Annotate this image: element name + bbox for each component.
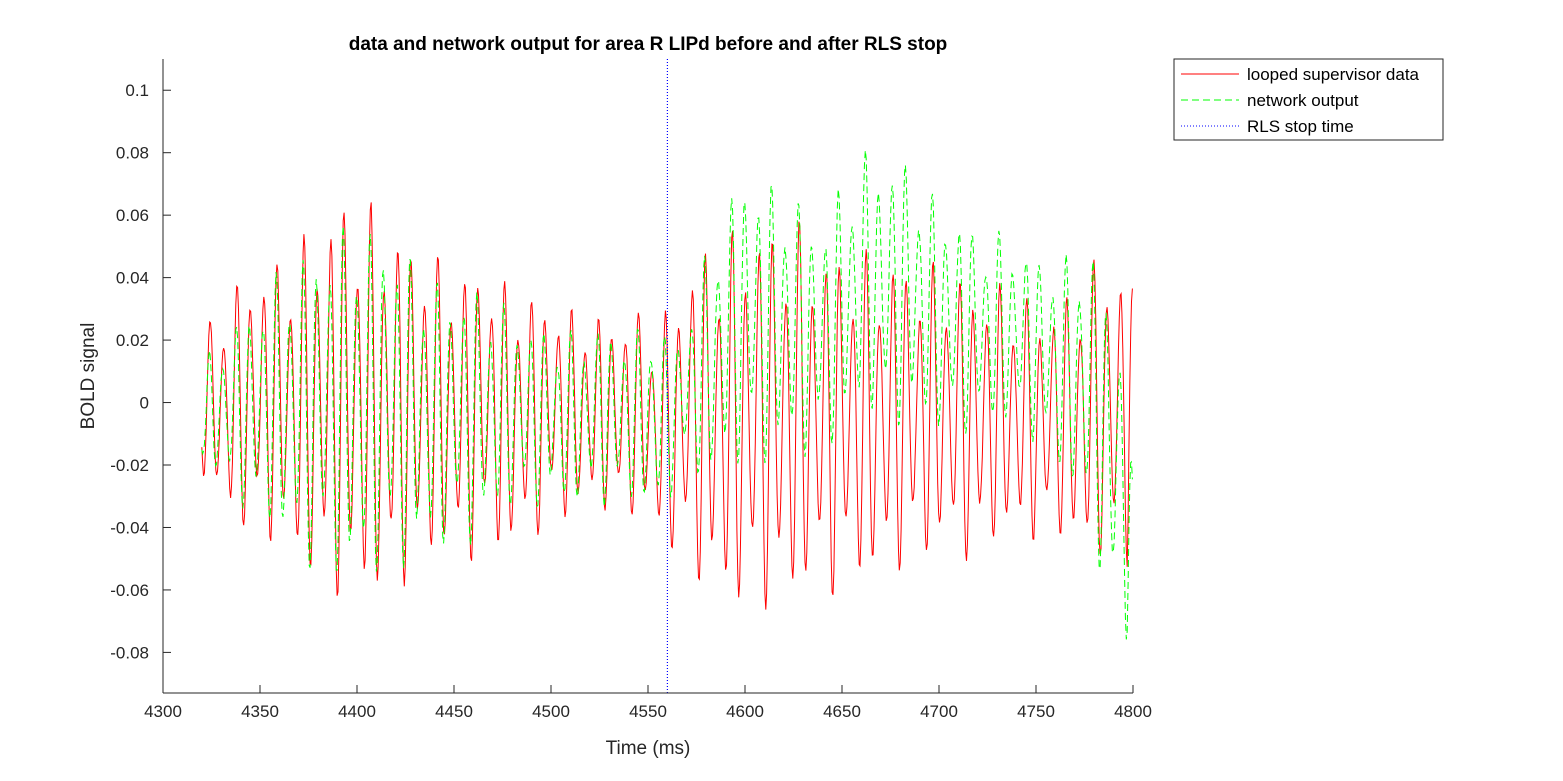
plot-area: 4300 4350 4400 4450 4500 4550 4600 4650 4700 4750… bbox=[110, 59, 1152, 721]
y-tick-label: 0.04 bbox=[116, 269, 149, 288]
y-axis-label: BOLD signal bbox=[78, 323, 99, 430]
y-tick-label: -0.08 bbox=[110, 643, 149, 662]
x-tick-label: 4650 bbox=[823, 702, 861, 721]
legend-label: network output bbox=[1247, 91, 1359, 110]
x-tick-label: 4600 bbox=[726, 702, 764, 721]
plot-background bbox=[163, 59, 1133, 693]
y-tick-label: 0.1 bbox=[125, 81, 149, 100]
legend: looped supervisor data network output RLS … bbox=[1173, 58, 1444, 141]
x-axis-label: Time (ms) bbox=[606, 738, 691, 759]
x-tick-label: 4400 bbox=[338, 702, 376, 721]
x-tick-label: 4300 bbox=[144, 702, 182, 721]
x-ticks: 4300 4350 4400 4450 4500 4550 4600 4650 4700 4750… bbox=[144, 685, 1152, 721]
y-tick-label: 0.06 bbox=[116, 206, 149, 225]
x-tick-label: 4450 bbox=[435, 702, 473, 721]
y-tick-label: 0.08 bbox=[116, 144, 149, 163]
y-tick-label: -0.06 bbox=[110, 581, 149, 600]
x-tick-label: 4550 bbox=[629, 702, 667, 721]
y-tick-label: -0.04 bbox=[110, 518, 149, 537]
y-tick-label: 0.02 bbox=[116, 331, 149, 350]
y-tick-label: 0 bbox=[140, 394, 149, 413]
x-tick-label: 4500 bbox=[532, 702, 570, 721]
y-tick-label: -0.02 bbox=[110, 456, 149, 475]
y-ticks: -0.08 -0.06 -0.04 -0.02 0 0.02 0.04 0.06 0.08 0.1 bbox=[110, 81, 171, 662]
chart-title: data and network output for area R LIPd … bbox=[349, 34, 948, 55]
legend-label: RLS stop time bbox=[1247, 117, 1354, 136]
x-tick-label: 4700 bbox=[920, 702, 958, 721]
series-layer bbox=[201, 59, 1133, 693]
legend-label: looped supervisor data bbox=[1247, 65, 1420, 84]
x-tick-label: 4750 bbox=[1017, 702, 1055, 721]
x-tick-label: 4350 bbox=[241, 702, 279, 721]
x-tick-label: 4800 bbox=[1114, 702, 1152, 721]
